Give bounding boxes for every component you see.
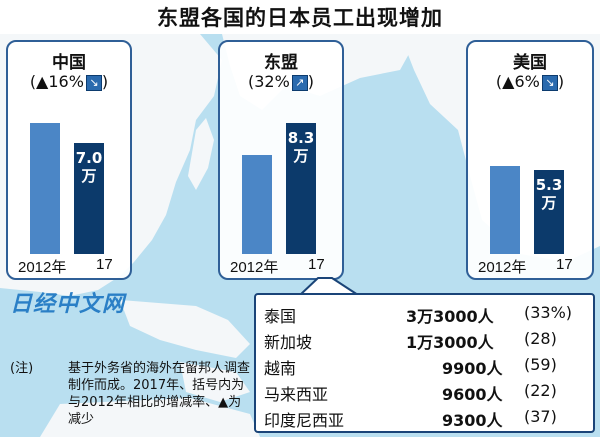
x-tick-2017: 17 — [96, 256, 113, 273]
breakdown-row: 新加坡 1万3000人 (28) — [256, 329, 593, 353]
country-name: 印度尼西亚 — [264, 411, 345, 430]
change-rate: (37) — [524, 407, 557, 426]
change-rate: (28) — [524, 329, 557, 348]
panel-china-name: 中国 — [52, 53, 86, 73]
employee-count: 1万3000人 — [406, 333, 494, 352]
panel-asean: 东盟 (32% ↗) 8.3 万 2012年 17 — [218, 40, 344, 280]
arrow-down-icon: ↘ — [85, 74, 102, 91]
bar-china-2012 — [30, 122, 60, 254]
bar-china-2017 — [74, 143, 104, 254]
watermark-logo: 日经中文网 — [10, 292, 126, 317]
arrow-up-icon: ↗ — [291, 74, 308, 91]
panel-china: 中国 (▲16% ↘) 7.0 万 2012年 17 — [6, 40, 132, 280]
change-rate: (22) — [524, 381, 557, 400]
country-name: 泰国 — [264, 307, 297, 326]
bar-asean-2012 — [242, 154, 272, 254]
breakdown-row: 越南 9900人 (59) — [256, 355, 593, 379]
x-tick-2012: 2012年 — [230, 259, 279, 276]
x-tick-2012: 2012年 — [478, 259, 527, 276]
employee-count: 3万3000人 — [406, 307, 494, 326]
bar-usa-2017 — [534, 170, 564, 254]
panel-asean-name: 东盟 — [264, 53, 298, 73]
chart-title: 东盟各国的日本员工出现增加 — [157, 6, 443, 30]
country-name: 越南 — [264, 359, 297, 378]
employee-count: 9600人 — [442, 385, 503, 404]
bar-asean-2017 — [286, 122, 316, 254]
panel-usa-name: 美国 — [513, 53, 547, 73]
breakdown-row: 马来西亚 9600人 (22) — [256, 381, 593, 405]
panel-usa-change: (▲6% ↘) — [495, 72, 565, 91]
employee-count: 9900人 — [442, 359, 503, 378]
change-rate: (33%) — [524, 303, 573, 322]
value-label-china-2017: 7.0 万 — [75, 149, 103, 186]
change-rate: (59) — [524, 355, 557, 374]
value-label-usa-2017: 5.3 万 — [535, 176, 563, 213]
panel-china-change: (▲16% ↘) — [29, 72, 109, 91]
breakdown-row: 泰国 3万3000人 (33%) — [256, 303, 593, 327]
asean-breakdown-box: 泰国 3万3000人 (33%) 新加坡 1万3000人 (28) 越南 990… — [254, 293, 595, 433]
footnote-lead: (注) — [10, 361, 34, 376]
x-tick-2017: 17 — [556, 256, 573, 273]
arrow-down-icon: ↘ — [541, 74, 558, 91]
panel-usa: 美国 (▲6% ↘) 5.3 万 2012年 17 — [466, 40, 594, 280]
panel-asean-change: (32% ↗) — [247, 72, 315, 91]
country-name: 马来西亚 — [264, 385, 329, 404]
x-tick-2017: 17 — [308, 256, 325, 273]
x-tick-2012: 2012年 — [18, 259, 67, 276]
breakdown-row: 印度尼西亚 9300人 (37) — [256, 407, 593, 431]
value-label-asean-2017: 8.3 万 — [287, 128, 315, 165]
country-name: 新加坡 — [264, 333, 313, 352]
footnote-text: 基于外务省的海外在留邦人调查制作而成。2017年、括号内为与2012年相比的增减… — [68, 361, 251, 427]
bar-usa-2012 — [490, 165, 520, 254]
employee-count: 9300人 — [442, 411, 503, 430]
